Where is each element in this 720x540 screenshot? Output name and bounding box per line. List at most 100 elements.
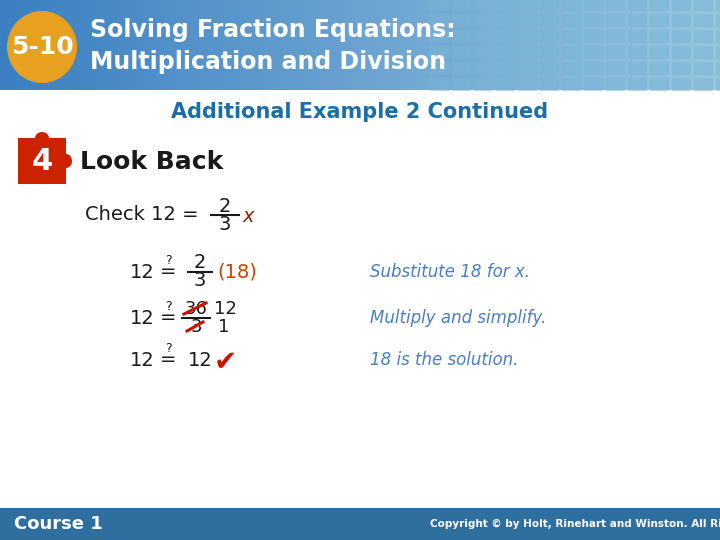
- Bar: [403, 0, 404, 90]
- Bar: [339, 0, 340, 90]
- Bar: [485, 0, 486, 90]
- Bar: [186, 0, 187, 90]
- Bar: [540, 0, 541, 90]
- Bar: [398, 0, 399, 90]
- Bar: [307, 0, 308, 90]
- FancyBboxPatch shape: [628, 46, 647, 59]
- Bar: [202, 0, 203, 90]
- Bar: [420, 0, 421, 90]
- Bar: [433, 0, 434, 90]
- Bar: [692, 0, 693, 90]
- Bar: [618, 0, 619, 90]
- Bar: [719, 0, 720, 90]
- Bar: [577, 0, 578, 90]
- Bar: [176, 0, 177, 90]
- Bar: [328, 0, 329, 90]
- Bar: [653, 0, 654, 90]
- FancyBboxPatch shape: [540, 78, 559, 91]
- Bar: [583, 0, 584, 90]
- Bar: [523, 0, 524, 90]
- Bar: [114, 0, 115, 90]
- Bar: [717, 0, 718, 90]
- Bar: [309, 0, 310, 90]
- Bar: [579, 0, 580, 90]
- Bar: [152, 0, 153, 90]
- Bar: [291, 0, 292, 90]
- Bar: [620, 0, 621, 90]
- Bar: [262, 0, 263, 90]
- Bar: [367, 0, 368, 90]
- Bar: [688, 0, 689, 90]
- Bar: [384, 0, 385, 90]
- Bar: [185, 0, 186, 90]
- FancyBboxPatch shape: [518, 14, 537, 27]
- Text: Solving Fraction Equations:: Solving Fraction Equations:: [90, 18, 456, 42]
- Bar: [287, 0, 288, 90]
- Bar: [261, 0, 262, 90]
- FancyBboxPatch shape: [672, 62, 691, 75]
- Bar: [315, 0, 316, 90]
- Bar: [698, 0, 699, 90]
- Bar: [662, 0, 663, 90]
- Bar: [580, 0, 581, 90]
- Bar: [93, 0, 94, 90]
- Bar: [278, 0, 279, 90]
- Bar: [149, 0, 150, 90]
- Bar: [405, 0, 406, 90]
- Bar: [57, 0, 58, 90]
- Bar: [255, 0, 256, 90]
- Bar: [357, 0, 358, 90]
- Bar: [478, 0, 479, 90]
- Bar: [55, 0, 56, 90]
- Bar: [450, 0, 451, 90]
- Bar: [14, 0, 15, 90]
- Bar: [581, 0, 582, 90]
- Bar: [151, 0, 152, 90]
- Bar: [26, 0, 27, 90]
- Bar: [391, 0, 392, 90]
- Bar: [50, 0, 51, 90]
- Bar: [173, 0, 174, 90]
- Bar: [646, 0, 647, 90]
- Bar: [633, 0, 634, 90]
- Bar: [308, 0, 309, 90]
- Bar: [655, 0, 656, 90]
- Bar: [191, 0, 192, 90]
- Bar: [418, 0, 419, 90]
- FancyBboxPatch shape: [562, 0, 581, 11]
- Bar: [460, 0, 461, 90]
- Bar: [640, 0, 641, 90]
- FancyBboxPatch shape: [716, 62, 720, 75]
- Bar: [506, 0, 507, 90]
- Bar: [481, 0, 482, 90]
- FancyBboxPatch shape: [694, 78, 713, 91]
- Bar: [76, 0, 77, 90]
- Bar: [517, 0, 518, 90]
- Bar: [471, 0, 472, 90]
- Bar: [216, 0, 217, 90]
- Bar: [422, 0, 423, 90]
- Bar: [323, 0, 324, 90]
- Bar: [632, 0, 633, 90]
- Bar: [342, 0, 343, 90]
- Text: 1: 1: [218, 318, 230, 336]
- Bar: [33, 0, 34, 90]
- Bar: [320, 0, 321, 90]
- FancyBboxPatch shape: [496, 46, 515, 59]
- Bar: [409, 0, 410, 90]
- Bar: [277, 0, 278, 90]
- Bar: [118, 0, 119, 90]
- Text: ?: ?: [165, 300, 171, 313]
- Bar: [623, 0, 624, 90]
- Bar: [597, 0, 598, 90]
- Bar: [678, 0, 679, 90]
- Bar: [404, 0, 405, 90]
- Bar: [429, 0, 430, 90]
- Bar: [649, 0, 650, 90]
- Bar: [300, 0, 301, 90]
- Bar: [569, 0, 570, 90]
- Bar: [546, 0, 547, 90]
- FancyBboxPatch shape: [474, 0, 493, 11]
- Bar: [56, 0, 57, 90]
- Bar: [134, 0, 135, 90]
